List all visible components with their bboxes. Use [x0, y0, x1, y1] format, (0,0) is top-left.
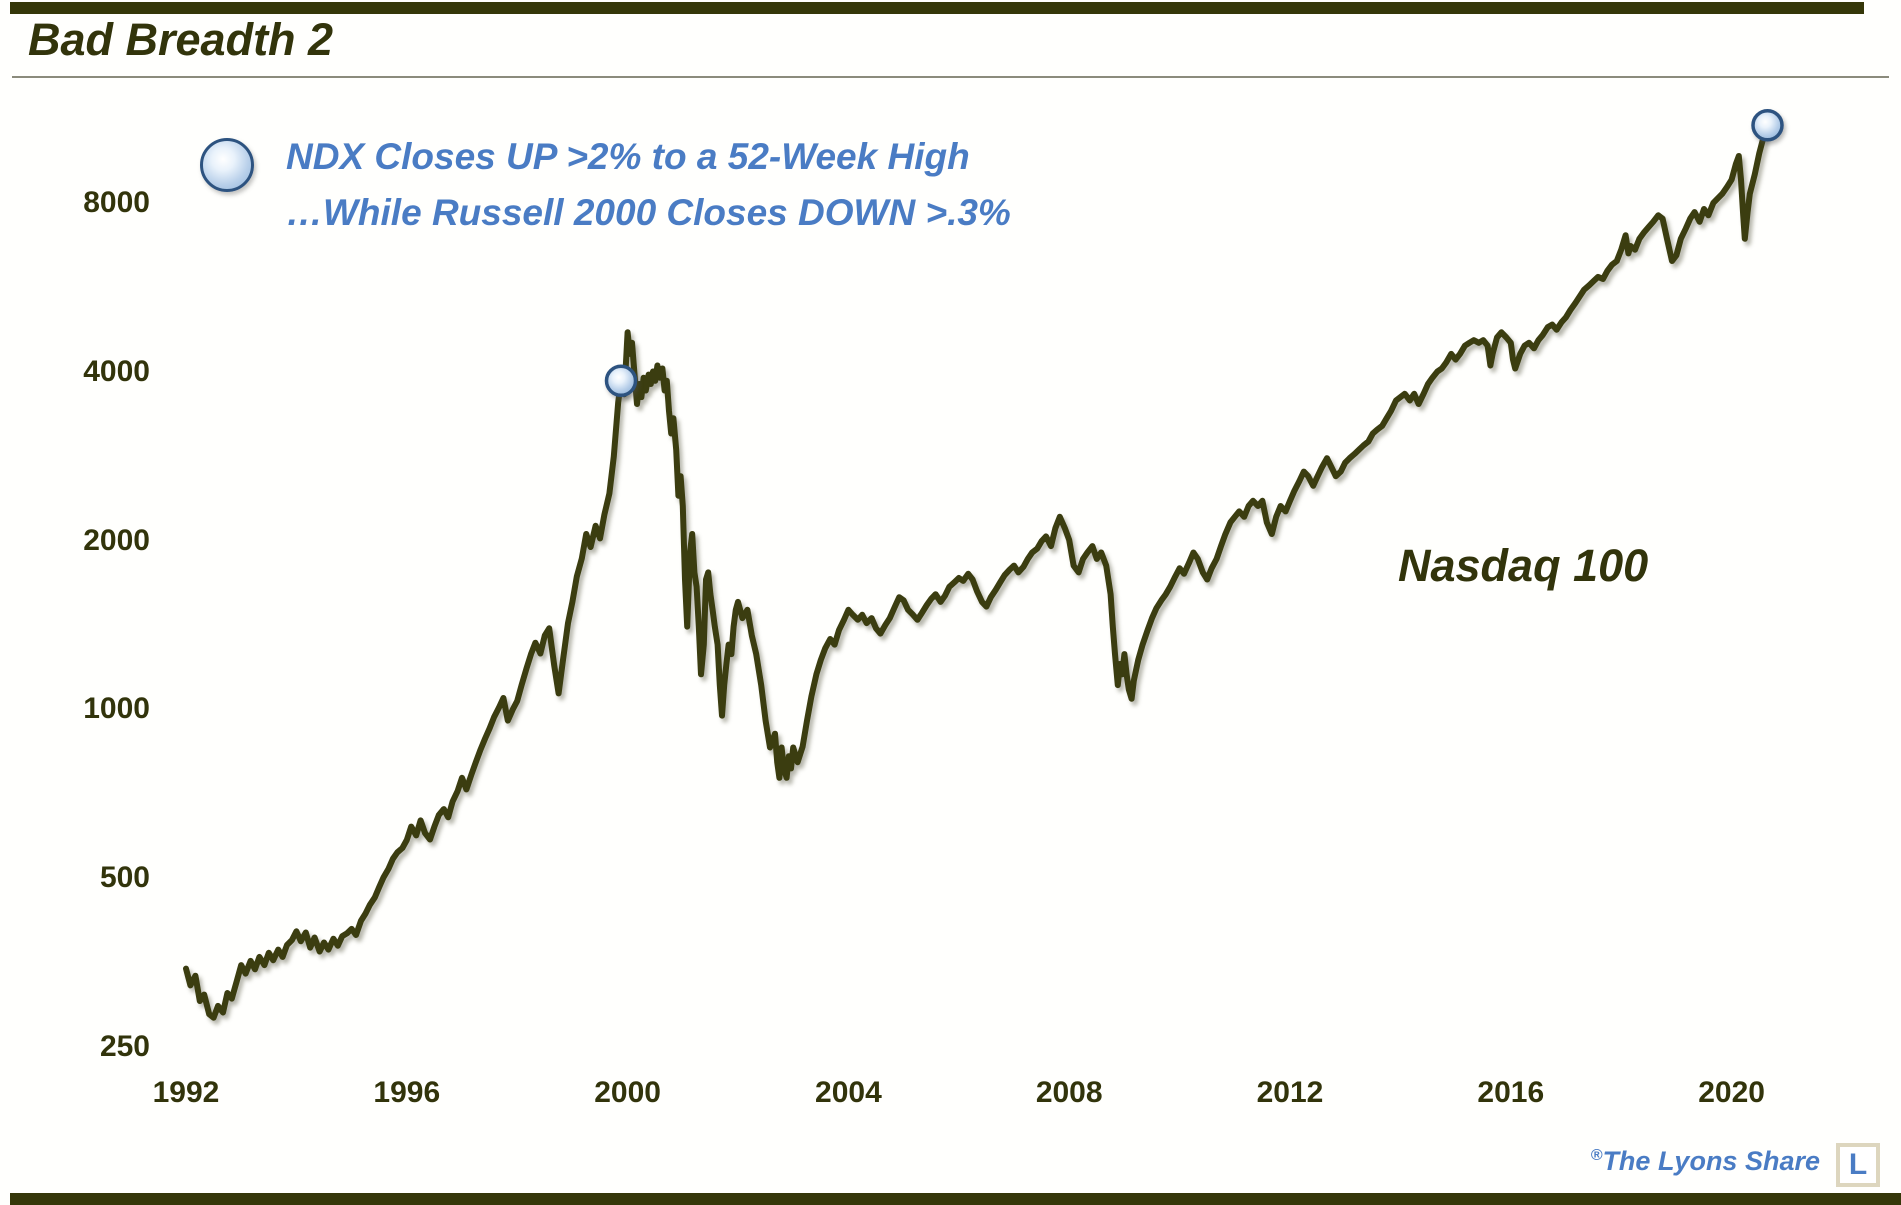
x-tick-label: 2016	[1477, 1076, 1545, 1109]
registered-trademark-symbol: ®	[1590, 1147, 1603, 1164]
event-marker	[604, 364, 638, 398]
y-tick-label: 250	[99, 1030, 150, 1063]
header-divider	[12, 76, 1889, 78]
event-markers	[604, 109, 1784, 398]
brand-logo-letter: L	[1848, 1148, 1868, 1181]
brand-credit: ®The Lyons Share	[1591, 1146, 1820, 1177]
annotation-line-2: …While Russell 2000 Closes DOWN >.3%	[286, 192, 1011, 233]
x-tick-label: 2000	[594, 1076, 661, 1109]
series-label: Nasdaq 100	[1398, 540, 1649, 591]
y-tick-label: 4000	[83, 354, 150, 388]
x-tick-label: 1996	[373, 1076, 441, 1109]
x-tick-label: 2004	[815, 1076, 882, 1109]
annotation-line-1: NDX Closes UP >2% to a 52-Week High	[286, 136, 970, 177]
brand-name: The Lyons Share	[1602, 1146, 1820, 1176]
page-title: Bad Breadth 2	[28, 14, 334, 65]
x-tick-label: 2008	[1035, 1076, 1103, 1109]
event-marker	[1751, 109, 1784, 142]
event-marker-legend-icon	[200, 138, 254, 192]
y-tick-label: 8000	[83, 186, 150, 219]
x-tick-label: 2020	[1698, 1076, 1765, 1109]
brand-logo: L	[1836, 1143, 1880, 1187]
top-accent-bar	[10, 2, 1864, 14]
x-tick-label: 1992	[152, 1076, 220, 1109]
y-tick-label: 2000	[83, 523, 150, 557]
nasdaq-100-price-line	[183, 122, 1771, 1021]
bottom-accent-bar	[10, 1193, 1901, 1205]
y-tick-label: 500	[99, 861, 150, 895]
y-tick-label: 1000	[83, 692, 150, 726]
x-tick-label: 2012	[1256, 1076, 1324, 1109]
